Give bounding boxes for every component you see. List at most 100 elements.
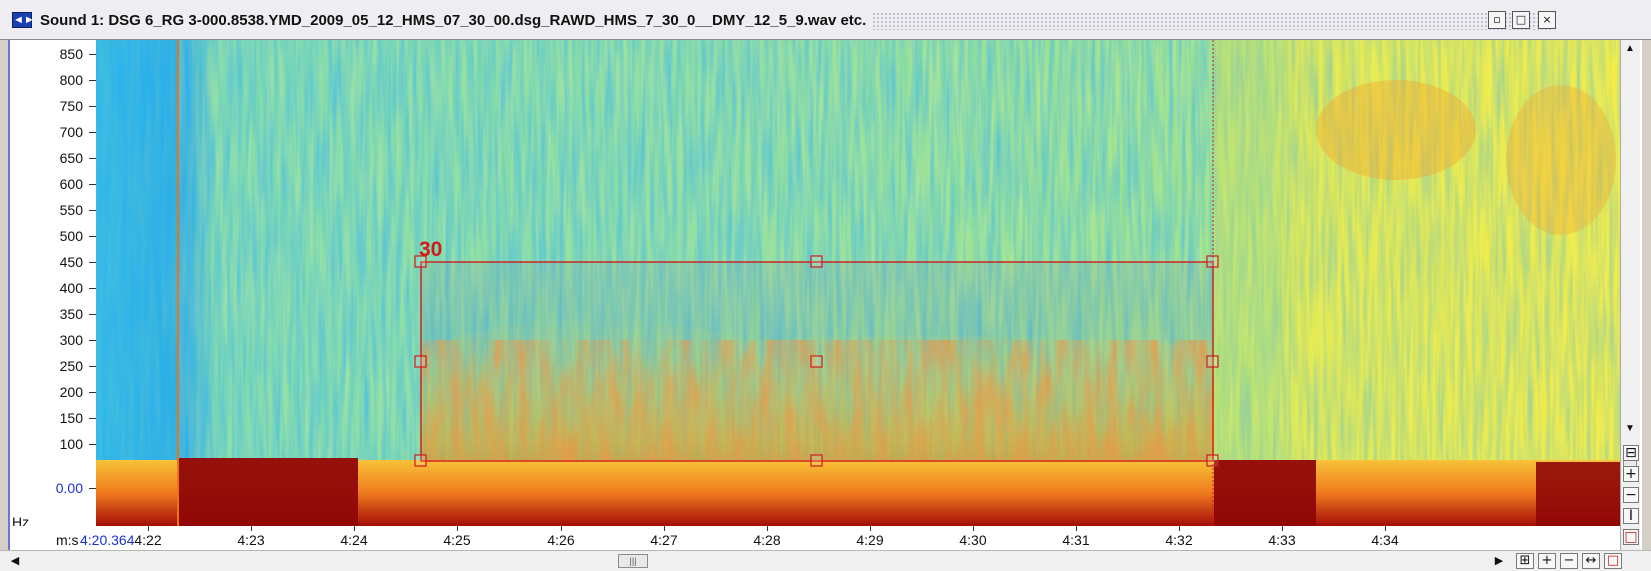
selection-handle-bottom-center[interactable] <box>810 454 823 467</box>
y-tick-label: 100 <box>59 436 83 452</box>
spectrogram-dark-low-band <box>178 458 358 526</box>
y-tick-mark <box>89 236 96 237</box>
y-tick-mark <box>89 210 96 211</box>
fit-vertical-icon[interactable]: ⊟ <box>1623 445 1639 461</box>
zoom-in-horizontal-icon[interactable]: + <box>1538 553 1556 569</box>
x-tick-mark <box>354 526 355 531</box>
fit-horizontal-icon[interactable]: ⊞ <box>1516 553 1534 569</box>
spectrogram-low-energy-region <box>96 40 178 526</box>
y-tick-label: 650 <box>59 150 83 166</box>
scroll-left-icon[interactable]: ◀ <box>10 555 20 567</box>
y-tick-mark <box>89 488 96 489</box>
scroll-right-icon[interactable]: ▶ <box>1494 555 1504 567</box>
x-tick-mark <box>973 526 974 531</box>
title-bar: ◄► Sound 1: DSG 6_RG 3-000.8538.YMD_2009… <box>0 0 1651 40</box>
x-tick-label: 4:33 <box>1268 532 1296 548</box>
selection-handle-center[interactable] <box>810 355 823 368</box>
x-tick-label: 4:32 <box>1165 532 1193 548</box>
y-tick-label: 250 <box>59 358 83 374</box>
zoom-in-vertical-icon[interactable]: + <box>1623 466 1639 482</box>
spectrogram-image: 30 <box>96 40 1620 526</box>
y-tick-label: 350 <box>59 306 83 322</box>
zoom-out-horizontal-icon[interactable]: − <box>1560 553 1578 569</box>
selection-handle-middle-right[interactable] <box>1206 355 1219 368</box>
frequency-axis: 850 800 750 700 650 600 550 500 450 400 … <box>10 40 96 528</box>
y-tick-label: 800 <box>59 72 83 88</box>
x-tick-label: 4:22 <box>134 532 162 548</box>
y-tick-label: 150 <box>59 410 83 426</box>
x-tick-mark <box>1282 526 1283 531</box>
x-tick-label: 4:26 <box>547 532 575 548</box>
horizontal-scroll-thumb[interactable]: ||| <box>618 554 648 568</box>
horizontal-scrollbar[interactable]: ◀ ||| ▶ <box>0 550 1510 571</box>
x-tick-label: 4:31 <box>1062 532 1090 548</box>
restore-icon[interactable]: ▫ <box>1488 11 1506 29</box>
maximize-icon[interactable]: □ <box>1512 11 1530 29</box>
x-tick-label: 4:28 <box>753 532 781 548</box>
time-unit-label: m:s <box>56 532 79 548</box>
selection-label: 30 <box>419 238 442 261</box>
x-tick-mark <box>1076 526 1077 531</box>
y-tick-mark <box>89 184 96 185</box>
fit-horizontal-range-icon[interactable]: ↔ <box>1582 553 1600 569</box>
x-tick-mark <box>870 526 871 531</box>
selection-handle-top-left[interactable] <box>414 255 427 268</box>
horizontal-zoom-controls: ⊞ + − ↔ □ <box>1510 550 1651 571</box>
y-tick-label: 500 <box>59 228 83 244</box>
spectrogram-high-energy-region <box>1214 40 1620 526</box>
y-tick-mark <box>89 80 96 81</box>
x-tick-label: 4:25 <box>443 532 471 548</box>
selection-box[interactable] <box>420 261 1214 462</box>
window-title: Sound 1: DSG 6_RG 3-000.8538.YMD_2009_05… <box>40 12 867 29</box>
x-tick-label: 4:23 <box>237 532 265 548</box>
selection-handle-bottom-left[interactable] <box>414 454 427 467</box>
x-tick-mark <box>457 526 458 531</box>
zoom-out-vertical-icon[interactable]: − <box>1623 487 1639 503</box>
y-tick-label: 700 <box>59 124 83 140</box>
close-icon[interactable]: × <box>1538 11 1556 29</box>
x-tick-mark <box>767 526 768 531</box>
y-tick-mark <box>89 158 96 159</box>
x-tick-mark <box>664 526 665 531</box>
spectrogram-hotspot <box>1316 80 1476 180</box>
sound-window-icon[interactable]: ◄► <box>12 12 35 28</box>
selection-handle-top-right[interactable] <box>1206 255 1219 268</box>
x-tick-mark <box>148 526 149 531</box>
x-tick-label: 4:34 <box>1371 532 1399 548</box>
y-tick-label: 850 <box>59 46 83 62</box>
y-tick-label: 200 <box>59 384 83 400</box>
y-tick-mark <box>89 106 96 107</box>
vertical-scrollbar[interactable]: ▲ ▼ ⊟ + − I □ <box>1620 40 1640 550</box>
fit-vertical-range-icon[interactable]: I <box>1623 508 1639 524</box>
spectrogram-view[interactable]: 30 <box>96 40 1620 526</box>
y-tick-mark <box>89 444 96 445</box>
x-tick-mark <box>561 526 562 531</box>
x-tick-label: 4:27 <box>650 532 678 548</box>
y-tick-label: 750 <box>59 98 83 114</box>
y-tick-mark <box>89 262 96 263</box>
scroll-up-icon[interactable]: ▲ <box>1625 43 1635 54</box>
selection-handle-top-center[interactable] <box>810 255 823 268</box>
y-tick-label-zero: 0.00 <box>55 480 83 496</box>
y-tick-mark <box>89 418 96 419</box>
y-tick-mark <box>89 392 96 393</box>
spectrogram-dark-low-band <box>1214 460 1316 526</box>
y-tick-mark <box>89 54 96 55</box>
spectrogram-hotspot <box>1506 85 1616 235</box>
y-tick-label: 450 <box>59 254 83 270</box>
y-tick-mark <box>89 288 96 289</box>
time-start-value: 4:20.364 <box>80 532 135 548</box>
y-tick-mark <box>89 340 96 341</box>
scroll-down-icon[interactable]: ▼ <box>1625 423 1635 434</box>
selection-handle-bottom-right[interactable] <box>1206 454 1219 467</box>
y-tick-mark <box>89 132 96 133</box>
x-tick-mark <box>1179 526 1180 531</box>
x-tick-label: 4:30 <box>959 532 987 548</box>
y-tick-label: 550 <box>59 202 83 218</box>
y-tick-label: 400 <box>59 280 83 296</box>
x-tick-mark <box>251 526 252 531</box>
selection-handle-middle-left[interactable] <box>414 355 427 368</box>
y-tick-label: 600 <box>59 176 83 192</box>
selection-toggle-icon[interactable]: □ <box>1623 529 1639 545</box>
selection-horizontal-icon[interactable]: □ <box>1604 553 1622 569</box>
